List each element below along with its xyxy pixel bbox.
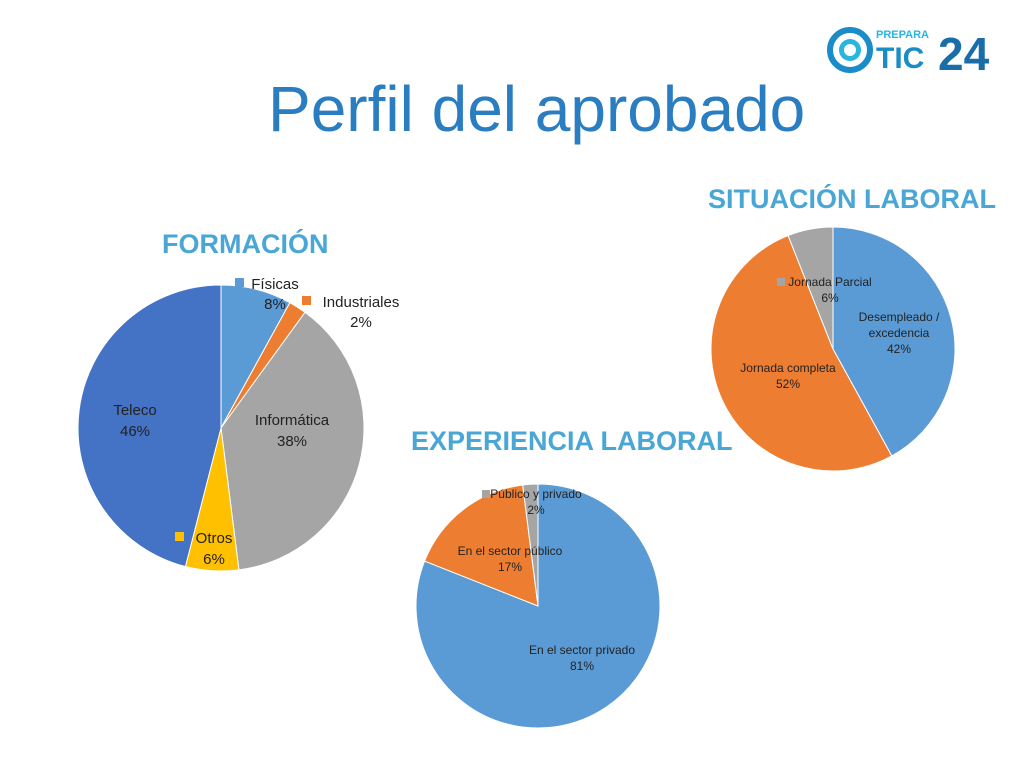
slice-label-teleco: Teleco 46% (113, 402, 156, 440)
pie-slice-publico-y-privado (522, 483, 539, 607)
slice-value: 8% (264, 296, 286, 313)
chart-title-experiencia-laboral: EXPERIENCIA LABORAL (411, 426, 733, 456)
slice-value: 42% (887, 342, 911, 356)
slice-name: excedencia (869, 326, 930, 340)
legend-marker-otros (175, 532, 184, 541)
slice-name: Jornada Parcial (788, 275, 871, 289)
slide-title: Perfil del aprobado (268, 73, 806, 145)
legend-marker-industriales (302, 296, 311, 305)
slice-name: Jornada completa (740, 361, 836, 375)
slice-value: 2% (527, 503, 545, 517)
slice-value: 17% (498, 560, 522, 574)
slice-label-publico-y-privado: Público y privado 2% (482, 487, 582, 517)
pie-slice-desempleado-excedencia (832, 226, 956, 457)
slice-value: 6% (821, 291, 839, 305)
slice-name: En el sector privado (529, 643, 635, 657)
slice-value: 6% (203, 551, 225, 568)
slice-label-industriales: Industriales 2% (302, 294, 399, 331)
slice-name: Teleco (113, 402, 156, 419)
legend-marker-jornada-parcial (777, 278, 785, 286)
slice-name: Desempleado / (859, 310, 940, 324)
logo-ring-core (844, 44, 856, 56)
slice-label-jornada-parcial: Jornada Parcial 6% (777, 275, 872, 305)
slice-name: Físicas (251, 276, 299, 293)
pie-slice-jornada-completa (710, 234, 893, 472)
legend-marker-fisicas (235, 278, 244, 287)
logo-ring-outer (827, 27, 873, 73)
slice-value: 2% (350, 314, 372, 331)
slice-label-fisicas: Físicas 8% (235, 276, 299, 313)
logo-small-text: PREPARA (876, 29, 929, 41)
slice-value: 46% (120, 423, 150, 440)
slice-name: Informática (255, 412, 330, 429)
slice-name: Otros (196, 530, 233, 547)
slice-label-en-el-sector-privado: En el sector privado 81% (529, 643, 635, 673)
pie-slice-en-el-sector-publico (423, 484, 539, 607)
slice-name: Público y privado (490, 487, 582, 501)
slice-label-otros: Otros 6% (175, 530, 232, 568)
slice-value: 81% (570, 659, 594, 673)
slice-value: 38% (277, 433, 307, 450)
slice-label-informatica: Informática 38% (255, 412, 330, 450)
chart-title-formacion: FORMACIÓN (162, 229, 329, 259)
pie-slice-informatica (220, 311, 365, 571)
legend-marker-publico-y-privado (482, 490, 490, 498)
slice-label-desempleado-excedencia: Desempleado / excedencia 42% (859, 310, 940, 356)
pie-slice-teleco (77, 284, 222, 568)
logo-tic-text: TIC (876, 42, 924, 75)
slice-name: En el sector público (458, 544, 563, 558)
logo-graphic: PREPARA TIC 24 (827, 27, 990, 80)
logo-num-text: 24 (938, 28, 990, 80)
slice-label-en-el-sector-publico: En el sector público 17% (458, 544, 563, 574)
slice-value: 52% (776, 377, 800, 391)
slice-name: Industriales (323, 294, 400, 311)
prepara-tic24-logo: PREPARA TIC 24 (826, 20, 1006, 80)
chart-title-situacion-laboral: SITUACIÓN LABORAL (708, 184, 996, 214)
pie-slice-jornada-parcial (787, 226, 834, 350)
slice-label-jornada-completa: Jornada completa 52% (740, 361, 836, 391)
